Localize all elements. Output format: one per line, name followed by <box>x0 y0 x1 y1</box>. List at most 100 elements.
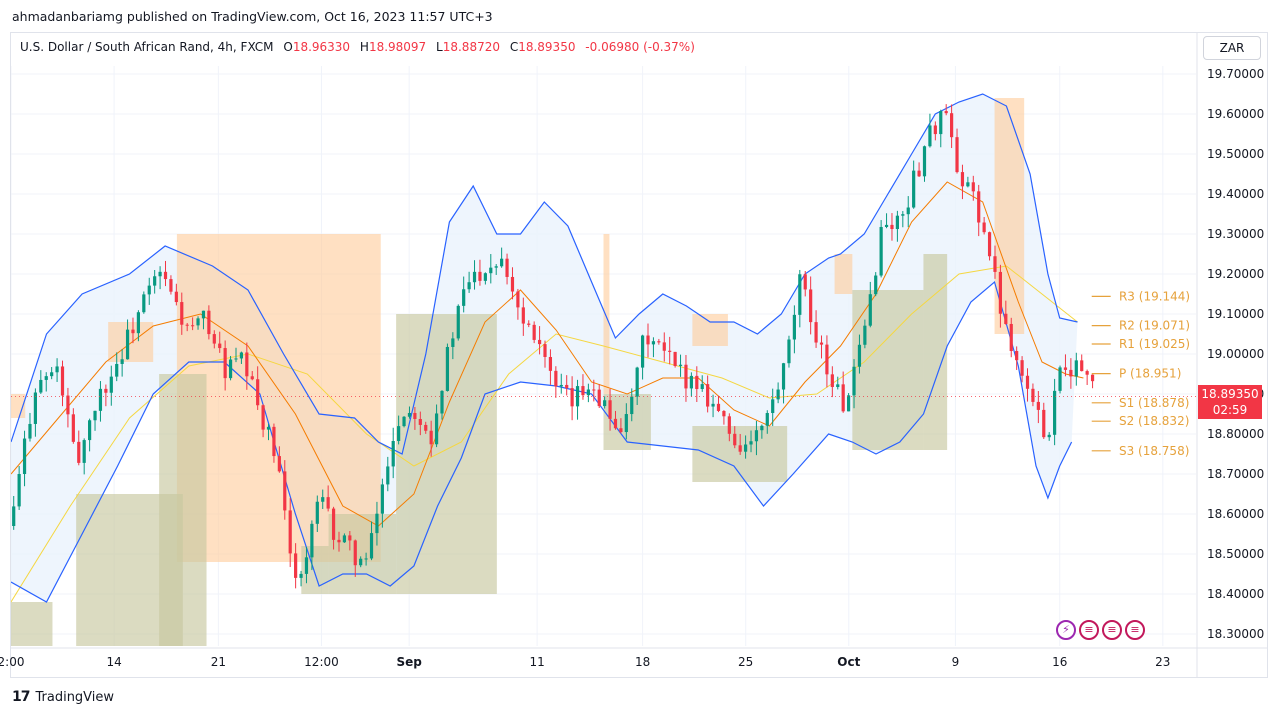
candle-body <box>749 441 753 445</box>
brand-text: TradingView <box>35 689 115 705</box>
economic-events: ⚡ ≡ ≡ ≡ <box>1056 620 1145 640</box>
y-tick-label: 18.40000 <box>1207 587 1264 601</box>
candle-body <box>402 416 406 427</box>
candle-body <box>272 426 276 457</box>
candle-body <box>369 533 374 559</box>
candle-body <box>613 418 618 429</box>
candle-body <box>543 344 547 357</box>
resistance-zone <box>692 314 728 346</box>
candle-body <box>153 276 157 286</box>
x-tick-label: 18 <box>635 655 650 669</box>
candle-body <box>939 111 943 135</box>
candle-body <box>743 444 748 452</box>
candle-body <box>640 335 645 368</box>
candle-body <box>1080 360 1084 372</box>
candle-body <box>711 403 715 407</box>
candle-body <box>261 405 265 430</box>
candle-body <box>196 318 200 326</box>
candle-body <box>781 363 786 390</box>
candle-body <box>852 366 856 396</box>
candle-body <box>803 274 807 290</box>
us-flag-icon[interactable]: ≡ <box>1102 620 1122 640</box>
candle-body <box>727 416 731 434</box>
candle-body <box>554 370 558 387</box>
candle-body <box>657 341 661 343</box>
candle-body <box>478 271 482 281</box>
candle-body <box>407 412 412 417</box>
y-tick-label: 19.60000 <box>1207 107 1264 121</box>
candle-body <box>575 386 580 407</box>
candle-body <box>375 513 379 534</box>
candle-body <box>798 274 802 315</box>
currency-button[interactable]: ZAR <box>1203 36 1261 60</box>
candle-body <box>180 302 184 325</box>
candle-body <box>39 379 43 393</box>
candle-body <box>467 282 471 290</box>
candle-body <box>868 294 872 326</box>
candle-body <box>787 339 791 364</box>
resistance-zone <box>176 234 381 562</box>
candle-body <box>489 267 493 274</box>
candle-body <box>760 425 764 431</box>
chart-frame[interactable] <box>10 32 1268 678</box>
candle-body <box>348 535 352 541</box>
candle-body <box>863 325 867 345</box>
last-price-label: 18.89350 02:59 <box>1198 385 1262 419</box>
candle-body <box>440 390 444 414</box>
support-zone <box>11 602 53 646</box>
candle-body <box>386 466 390 485</box>
candle-body <box>142 294 146 313</box>
candle-body <box>256 379 260 406</box>
candle-body <box>819 342 824 345</box>
candle-body <box>673 351 677 366</box>
candle-body <box>125 329 130 360</box>
candle-body <box>326 497 330 509</box>
candle-body <box>890 224 894 230</box>
bolt-icon[interactable]: ⚡ <box>1056 620 1076 640</box>
open-label: O <box>283 40 293 54</box>
x-tick-label: 21 <box>211 655 226 669</box>
candle-body <box>1058 367 1062 391</box>
tradingview-brand[interactable]: 17 TradingView <box>12 689 114 705</box>
pivot-label-S2: S2 (18.832) <box>1119 414 1189 428</box>
candle-body <box>228 359 233 379</box>
symbol-title[interactable]: U.S. Dollar / South African Rand, 4h, FX… <box>20 40 274 54</box>
candle-body <box>158 271 162 277</box>
candle-body <box>456 305 460 339</box>
candle-body <box>695 375 699 390</box>
candle-body <box>391 440 395 467</box>
candle-body <box>1009 323 1013 352</box>
candle-body <box>445 346 450 391</box>
bollinger-lower-line <box>11 280 1073 603</box>
candle-body <box>424 424 428 431</box>
candle-body <box>765 413 769 426</box>
high-label: H <box>359 40 369 54</box>
close-label: C <box>509 40 519 54</box>
us-flag-icon[interactable]: ≡ <box>1125 620 1145 640</box>
candle-body <box>635 367 639 397</box>
candle-body <box>1042 409 1046 438</box>
candle-body <box>82 440 86 463</box>
candle-body <box>88 420 92 441</box>
candle-body <box>337 539 341 543</box>
y-tick-label: 19.50000 <box>1207 147 1264 161</box>
candle-body <box>288 510 292 554</box>
resistance-zone <box>108 322 154 362</box>
candle-body <box>548 356 553 371</box>
candle-body <box>98 388 103 411</box>
candle-body <box>147 285 151 295</box>
candle-body <box>581 386 585 396</box>
pivot-label-P: P (18.951) <box>1119 367 1181 381</box>
ema-fast-line <box>11 181 1084 527</box>
support-zone <box>328 514 397 594</box>
candle-body <box>207 310 211 335</box>
candle-body <box>516 291 520 308</box>
candle-body <box>451 338 455 347</box>
candle-body <box>283 471 287 511</box>
y-tick-label: 19.70000 <box>1207 67 1264 81</box>
us-flag-icon[interactable]: ≡ <box>1079 620 1099 640</box>
y-tick-label: 19.00000 <box>1207 347 1264 361</box>
candle-body <box>966 182 970 187</box>
candle-body <box>874 275 878 295</box>
